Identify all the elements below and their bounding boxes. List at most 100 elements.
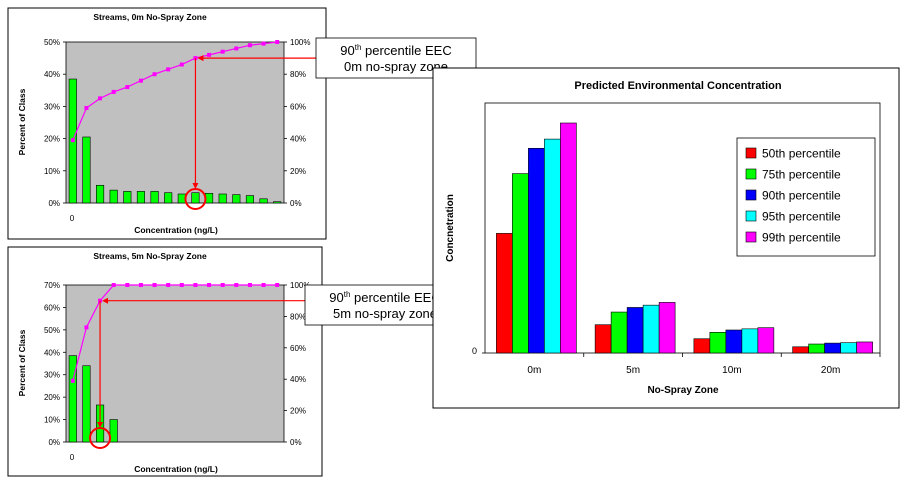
chart-0m-callout-line1: 90th percentile EEC [340,43,451,58]
chart-0m-cumulative-point [84,106,89,111]
chart-5m-y-tick-label: 10% [44,416,60,425]
chart-0m-bar [205,193,214,204]
chart-5m-cumulative-path [72,284,278,381]
chart-5m-highlight-circle [89,427,112,449]
pec-legend-label: 95th percentile [762,210,841,224]
pec-legend-swatch [745,189,757,201]
chart-5m-y2-tick-label: 100% [290,281,310,290]
chart-5m-bar [109,419,118,443]
chart-0m-bar [191,192,200,204]
pec-bars [496,122,873,354]
chart-0m-y-tick-label: 10% [44,167,60,176]
pec-legend-swatch [745,168,757,180]
pec-bar [496,233,513,354]
pec-x-tick-label: 20m [821,365,840,376]
pec-y-label: Concnetration [445,194,456,262]
chart-5m-y2-tick-label: 80% [290,312,306,321]
chart-0m-cumulative-point [70,138,75,143]
pec-bar [757,327,775,354]
chart-0m-bar [96,184,105,204]
chart-0m-cumulative-point [111,89,116,94]
chart-0m-arrow-head [192,183,199,189]
pec-legend-box [736,137,876,257]
pec-legend: 50th percentile 75th percentile 90th perce… [736,137,876,257]
chart-0m-y2-tick-label: 0% [290,199,302,208]
chart-5m-y-axis: 0% 10% 20% 30% 40% 50% 60% 70% [44,281,66,447]
chart-0m-bar [245,195,254,204]
pec-x-axis: 0m 5m 10m 20m [482,352,881,376]
chart-5m-y2-tick-label: 40% [290,375,306,384]
pec-bar [512,173,529,354]
chart-0m-cumulative-point [234,46,239,51]
chart-5m-cumulative-point [275,283,280,287]
chart-0m-bar [136,191,145,204]
pec-title: Predicted Environmental Concentration [574,80,781,92]
chart-5m-cumulative-point [207,283,212,287]
chart-0m-bar [82,136,91,204]
pec-bar [642,304,660,354]
chart-0m-y-tick-label: 20% [44,135,60,144]
chart-5m-y2-tick-label: 20% [290,407,306,416]
chart-0m-y2-tick-label: 80% [290,70,306,79]
chart-5m-y-tick-label: 70% [44,281,60,290]
chart-5m-y-label: Percent of Class [17,329,27,396]
chart-5m-y-tick-label: 0% [48,438,60,447]
pec-legend-swatch [745,231,757,243]
chart-5m-cumulative-point [152,283,157,287]
chart-5m-arrow-head [97,422,104,428]
chart-0m-cumulative-path [72,41,278,141]
chart-5m-y2-tick-label: 0% [290,438,302,447]
chart-0m-callout-line2: 0m no-spray zone [344,59,448,74]
chart-0m-cumulative-point [247,43,252,48]
chart-0m-y2-axis: 0% 20% 40% 60% 80% 100% [284,38,310,208]
pec-legend-label: 90th percentile [762,189,841,203]
pec-x-tick-label: 0m [527,365,541,376]
chart-5m-y-tick-label: 40% [44,348,60,357]
chart-0m-y-tick-label: 0% [48,199,60,208]
histogram-5m: Streams, 5m No-Spray Zone 0% 10% 20% 30% 40%… [7,246,466,477]
chart-0m-bar [259,198,268,204]
chart-0m-cumulative-point [207,52,212,57]
pec-bar [560,122,577,354]
chart-5m-cumulative-point [234,283,239,287]
chart-5m-cumulative-point [138,283,143,287]
histogram-0m: Streams, 0m No-Spray Zone 0% 10% 20% 30% 40%… [7,7,477,240]
chart-0m-cumulative-point [138,78,143,83]
chart-5m-callout-line1: 90th percentile EEC [329,290,440,305]
pec-legend-swatch [745,210,757,222]
chart-5m-y-tick-label: 60% [44,303,60,312]
chart-5m-x-label: Concentration (ng/L) [134,464,218,474]
chart-5m-cumulative-point [179,283,184,287]
chart-5m-cumulative-point [193,283,198,287]
chart-0m-cumulative-point [275,40,280,44]
chart-5m-cumulative-point [70,378,75,383]
chart-0m-cumulative-point [261,41,266,46]
pec-bar [741,328,759,354]
chart-5m-y-tick-label: 20% [44,393,60,402]
chart-0m-y-tick-label: 50% [44,38,60,47]
pec-bar [658,302,676,354]
pec-x-tick-label: 5m [626,365,640,376]
chart-5m-cumulative-point [111,283,116,287]
chart-0m-plot-area [65,41,285,204]
chart-0m-bar [273,201,282,204]
chart-5m-cumulative-point [166,283,171,287]
chart-5m-y-tick-label: 50% [44,326,60,335]
pec-chart: Predicted Environmental Concentration 0 … [432,67,900,409]
pec-legend-label: 75th percentile [762,168,841,182]
chart-0m-bar [177,193,186,204]
chart-0m-highlight-circle [184,188,207,210]
chart-0m-y-tick-label: 30% [44,102,60,111]
chart-0m-cumulative-point [166,67,171,72]
chart-0m-cumulative-point [125,85,130,90]
pec-bar [693,338,711,354]
chart-5m-cumulative-point [247,283,252,287]
pec-bar [725,329,743,354]
pec-bar [856,341,873,354]
chart-0m-y-label: Percent of Class [17,88,27,155]
chart-0m-bar [232,194,241,204]
chart-0m-bar [109,189,118,204]
pec-x-tick-label: 10m [722,365,741,376]
chart-0m-y2-tick-label: 20% [290,167,306,176]
